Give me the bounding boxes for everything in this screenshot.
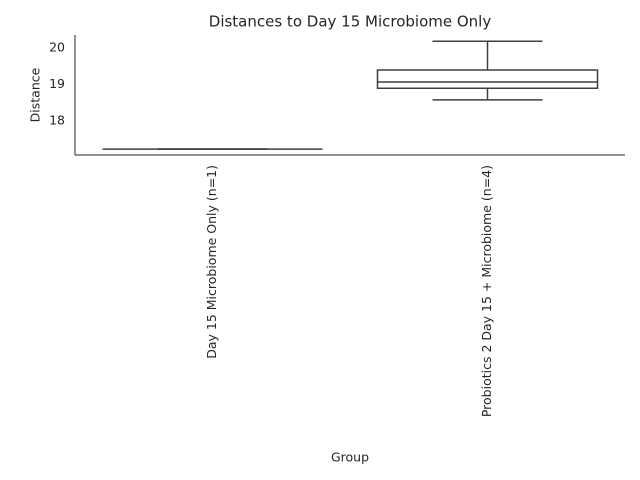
- x-tick-label: Probiotics 2 Day 15 + Microbiome (n=4): [479, 165, 494, 417]
- box: [376, 69, 599, 90]
- x-axis-label: Group: [331, 450, 369, 465]
- y-tick-label: 20: [49, 40, 65, 55]
- y-tick-label: 19: [49, 76, 65, 91]
- y-axis-label: Distance: [28, 67, 43, 122]
- y-tick-label: 18: [49, 113, 65, 128]
- chart-title: Distances to Day 15 Microbiome Only: [209, 13, 492, 31]
- x-tick-label: Day 15 Microbiome Only (n=1): [204, 165, 219, 359]
